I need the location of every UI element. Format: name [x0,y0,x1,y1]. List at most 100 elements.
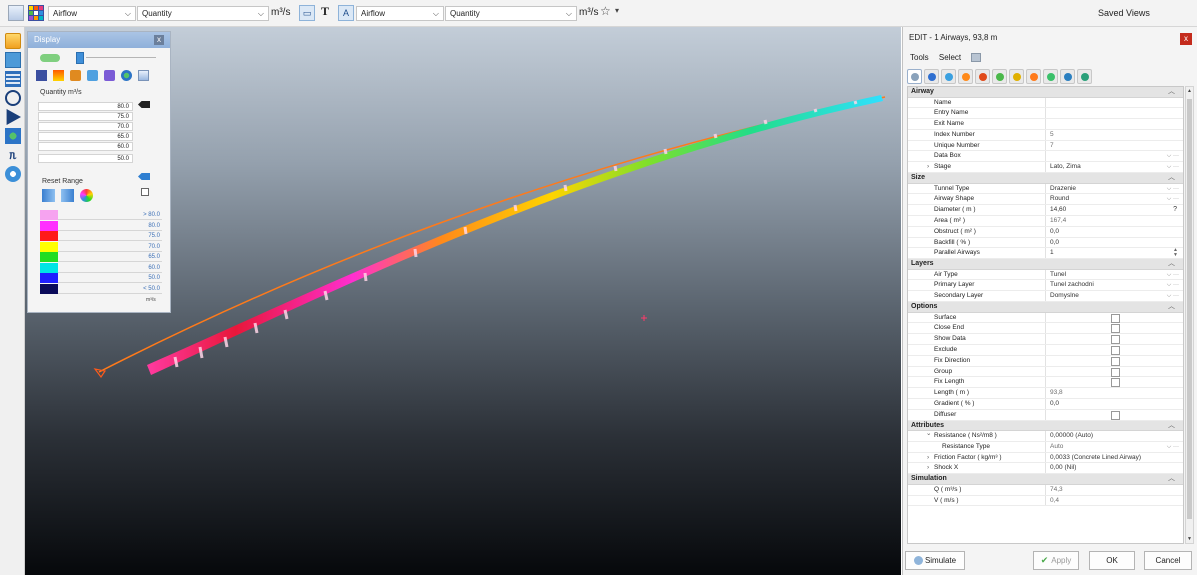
cube-icon[interactable] [70,70,81,81]
legend-row[interactable]: 60.0 [40,262,162,273]
font-style-icon[interactable]: A [338,5,354,21]
color-grid-icon[interactable] [28,5,44,21]
wave-tool-icon[interactable]: ᥰ [9,148,17,162]
property-label[interactable]: Stage [908,162,1046,173]
fix-direction-checkbox[interactable] [1111,356,1120,366]
simulate-button[interactable]: Simulate [905,551,965,570]
property-value[interactable]: Round [1050,195,1070,203]
close-icon[interactable]: x [1180,33,1192,45]
display-toggle[interactable] [40,54,60,62]
node-marker[interactable] [93,368,106,379]
property-value[interactable]: Auto [1050,442,1064,450]
dropdown-icon[interactable]: ⌵ ··· [1166,293,1179,300]
select-menu[interactable]: Select [938,53,962,62]
tab-layer[interactable] [1060,69,1075,84]
section-simulation[interactable]: Simulation ︿ [908,474,1183,485]
cube-blue-icon[interactable] [87,70,98,81]
tab-tag[interactable] [1026,69,1041,84]
ok-button[interactable]: OK [1089,551,1135,570]
legend-swatch[interactable] [40,252,58,262]
property-label[interactable]: Friction Factor ( kg/m³ ) [908,452,1046,463]
property-value[interactable]: 167,4 [1050,216,1067,224]
legend-swatch[interactable] [40,210,58,220]
range-min-handle[interactable] [138,173,150,180]
right-data-type-select[interactable]: Airflow ⌵ [356,6,444,21]
legend-row[interactable]: 65.0 [40,252,162,262]
dropdown-icon[interactable]: ⌵ ··· [1166,196,1179,203]
saved-views-button[interactable]: Saved Views [1098,8,1150,18]
tab-general[interactable] [907,69,922,84]
section-airway[interactable]: Airway ︿ [908,87,1183,98]
dropdown-icon[interactable]: ⌵ ··· [1166,185,1179,192]
reset-max-icon[interactable] [61,189,74,202]
property-value[interactable] [1050,98,1180,108]
window-icon[interactable] [138,70,149,81]
view-window-icon[interactable] [8,5,24,21]
property-value[interactable]: Drazenie [1050,184,1077,192]
section-options[interactable]: Options ︿ [908,302,1183,313]
diffuser-checkbox[interactable] [1111,410,1120,420]
globe-icon[interactable] [121,70,132,81]
show-data-checkbox[interactable] [1111,335,1120,345]
color-wheel-icon[interactable] [80,189,93,202]
property-value[interactable]: 0,4 [1050,496,1060,504]
caret-down-icon[interactable]: ▾ [615,6,620,15]
play-icon[interactable] [6,109,21,125]
scroll-up-icon[interactable]: ▲ [1187,88,1192,94]
legend-row[interactable]: < 50.0 [40,283,162,294]
dropdown-icon[interactable]: ⌵ ··· [1166,443,1179,450]
help-icon[interactable]: ? [1173,206,1177,214]
property-value[interactable]: Lato, Zima [1050,163,1081,171]
range-max-handle[interactable] [138,101,150,108]
property-value[interactable]: 74,3 [1050,485,1063,493]
legend-swatch[interactable] [40,241,58,252]
tab-wifi[interactable] [1043,69,1058,84]
surface-checkbox[interactable] [1111,313,1120,323]
property-value[interactable]: 0,0 [1050,238,1060,246]
cube-purple-icon[interactable] [104,70,115,81]
legend-swatch[interactable] [40,283,58,294]
property-value[interactable]: 0,0 [1050,399,1060,407]
tab-comment[interactable] [992,69,1007,84]
display-slider-handle[interactable] [76,52,84,64]
section-layers[interactable]: Layers ︿ [908,259,1183,270]
tab-radiation[interactable] [1009,69,1024,84]
dropdown-icon[interactable]: ⌵ ··· [1166,282,1179,289]
property-value[interactable] [1050,108,1180,118]
gear-icon[interactable] [5,166,21,182]
property-value[interactable] [1050,151,1180,161]
property-value[interactable]: 14,60 [1050,206,1067,214]
right-quantity-select[interactable]: Quantity ⌵ [445,6,577,21]
spinner-icon[interactable]: ▲ ▼ [1173,247,1178,259]
dropdown-icon[interactable]: ⌵ ··· [1166,271,1179,278]
cancel-button[interactable]: Cancel [1144,551,1192,570]
property-value[interactable]: Domyslne [1050,292,1079,300]
left-quantity-select[interactable]: Quantity ⌵ [137,6,269,21]
airway-centerline[interactable] [98,96,886,373]
tab-heat[interactable] [958,69,973,84]
color-grid-icon[interactable] [36,70,47,81]
legend-swatch[interactable] [40,262,58,273]
network-icon[interactable] [5,52,21,68]
scroll-thumb[interactable] [1187,99,1192,519]
star-outline-icon[interactable]: ☆ [600,4,611,18]
globe-icon[interactable] [5,128,21,144]
exclude-checkbox[interactable] [1111,345,1120,355]
property-value[interactable]: 7 [1050,141,1054,149]
text-toggle-button[interactable]: T [321,4,330,18]
close-end-checkbox[interactable] [1111,324,1120,334]
property-value[interactable]: 1 [1050,249,1054,257]
legend-swatch[interactable] [40,273,58,283]
apply-button[interactable]: ✔ Apply [1033,551,1079,570]
legend-swatch[interactable] [40,231,58,241]
property-value[interactable]: 0,00000 (Auto) [1050,432,1094,440]
section-attributes[interactable]: Attributes ︿ [908,420,1183,432]
fix-length-checkbox[interactable] [1111,378,1120,388]
property-value[interactable]: Tunel [1050,270,1067,278]
quantity-row[interactable]: 50.0 [38,154,133,163]
property-scrollbar[interactable]: ▲ ▼ [1185,86,1194,544]
property-label[interactable]: Resistance ( Ns²/m8 ) [908,431,1046,441]
tools-menu[interactable]: Tools [910,53,929,62]
tab-info[interactable] [924,69,939,84]
text-box-icon[interactable]: ▭ [299,5,315,21]
